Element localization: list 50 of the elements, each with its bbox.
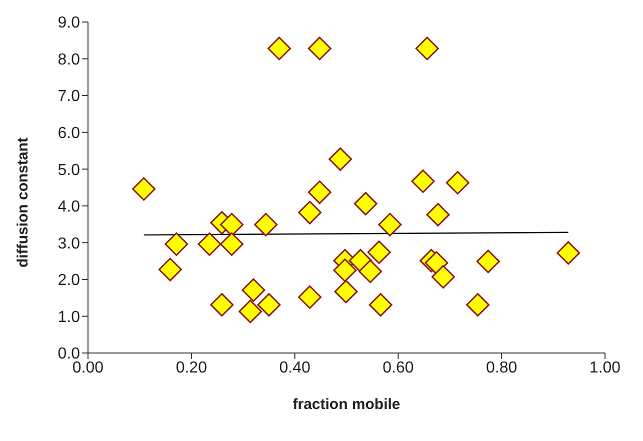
- point: [298, 285, 322, 309]
- x-tick-label: 0.00: [72, 359, 104, 376]
- point: [334, 280, 358, 304]
- point: [466, 293, 490, 317]
- point: [358, 260, 382, 284]
- point: [431, 265, 455, 289]
- point: [268, 36, 292, 60]
- x-axis-title: fraction mobile: [292, 396, 400, 413]
- y-tick-label: 7.0: [58, 88, 80, 106]
- point: [333, 258, 357, 282]
- point: [556, 241, 580, 265]
- y-tick-label: 2.0: [58, 272, 80, 290]
- point: [368, 293, 392, 317]
- point: [132, 177, 156, 201]
- y-tick-label: 1.0: [58, 308, 80, 326]
- point: [164, 232, 188, 256]
- point: [308, 36, 332, 60]
- point: [426, 202, 450, 226]
- x-tick-label: 0.20: [176, 359, 208, 376]
- y-tick-label: 9.0: [58, 14, 80, 32]
- point: [476, 250, 500, 274]
- x-tick-label: 0.40: [279, 359, 310, 376]
- point: [424, 251, 448, 275]
- y-tick-label: 5.0: [58, 162, 80, 179]
- point: [446, 170, 470, 194]
- point: [220, 232, 244, 256]
- point: [411, 170, 435, 193]
- point: [158, 258, 182, 282]
- y-tick-label: 4.0: [58, 198, 80, 216]
- point: [210, 293, 234, 317]
- point: [367, 240, 391, 264]
- point: [308, 180, 332, 204]
- point: [254, 212, 278, 236]
- point: [238, 300, 262, 324]
- x-tick-label: 0.60: [382, 359, 414, 376]
- y-tick-label: 8.0: [58, 51, 80, 68]
- point: [354, 192, 378, 216]
- point: [220, 212, 244, 236]
- point: [198, 232, 222, 256]
- y-axis-title: diffusion constant: [14, 138, 32, 268]
- point: [378, 212, 402, 236]
- x-tick-label: 1.00: [589, 359, 621, 376]
- point: [415, 36, 439, 60]
- point: [328, 147, 352, 171]
- y-tick-label: 3.0: [58, 235, 80, 252]
- point: [242, 278, 266, 302]
- y-tick-label: 6.0: [58, 125, 80, 142]
- x-tick-label: 0.80: [486, 359, 518, 376]
- point: [298, 200, 322, 224]
- point: [257, 293, 281, 317]
